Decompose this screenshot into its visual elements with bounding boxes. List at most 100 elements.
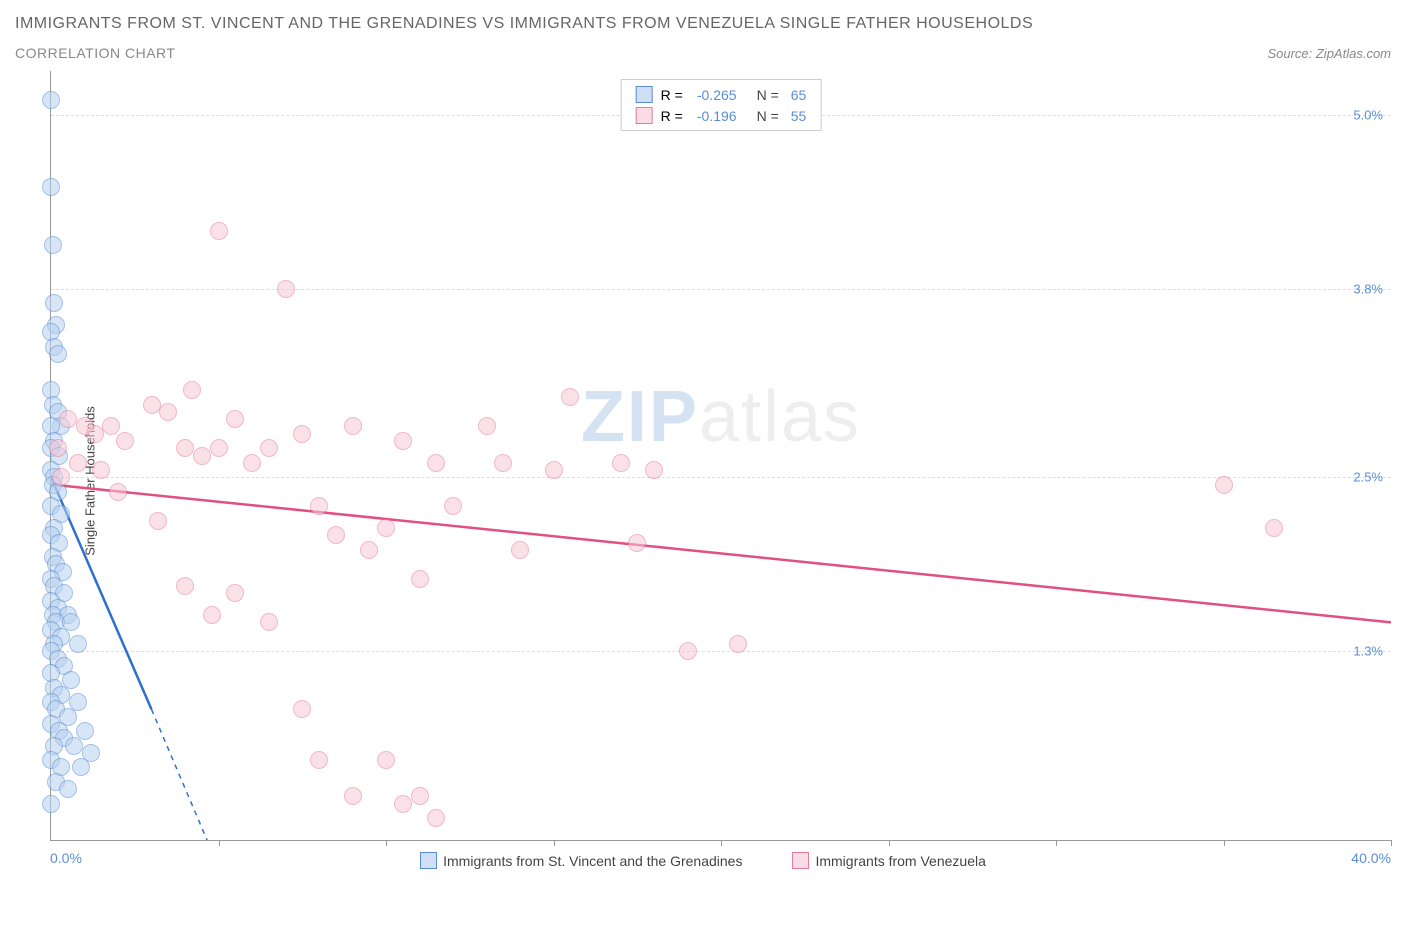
- legend-item-2: Immigrants from Venezuela: [792, 852, 985, 869]
- plot-area: ZIPatlas R = -0.265 N = 65 R = -0.196 N …: [50, 71, 1391, 841]
- x-tick-mark: [554, 840, 555, 846]
- y-tick-label: 5.0%: [1353, 107, 1383, 122]
- data-point: [65, 737, 83, 755]
- data-point: [344, 417, 362, 435]
- data-point: [444, 497, 462, 515]
- data-point: [277, 280, 295, 298]
- data-point: [411, 787, 429, 805]
- n-label-1: N =: [757, 87, 779, 103]
- data-point: [226, 584, 244, 602]
- r-value-2: -0.196: [697, 108, 737, 124]
- data-point: [92, 461, 110, 479]
- data-point: [59, 410, 77, 428]
- n-value-2: 55: [791, 108, 807, 124]
- correlation-row-2: R = -0.196 N = 55: [636, 105, 807, 126]
- watermark: ZIPatlas: [581, 376, 861, 458]
- r-label-2: R =: [661, 108, 683, 124]
- data-point: [210, 439, 228, 457]
- n-label-2: N =: [757, 108, 779, 124]
- data-point: [42, 795, 60, 813]
- chart-title: IMMIGRANTS FROM ST. VINCENT AND THE GREN…: [15, 15, 1391, 33]
- data-point: [394, 795, 412, 813]
- data-point: [149, 512, 167, 530]
- data-point: [310, 751, 328, 769]
- data-point: [628, 534, 646, 552]
- swatch-series-2: [636, 107, 653, 124]
- data-point: [203, 606, 221, 624]
- gridline: [51, 477, 1391, 478]
- data-point: [729, 635, 747, 653]
- data-point: [545, 461, 563, 479]
- data-point: [176, 577, 194, 595]
- data-point: [45, 294, 63, 312]
- data-point: [260, 613, 278, 631]
- data-point: [561, 388, 579, 406]
- data-point: [427, 454, 445, 472]
- data-point: [42, 91, 60, 109]
- data-point: [293, 425, 311, 443]
- data-point: [377, 519, 395, 537]
- data-point: [478, 417, 496, 435]
- y-tick-label: 3.8%: [1353, 281, 1383, 296]
- data-point: [143, 396, 161, 414]
- data-point: [494, 454, 512, 472]
- data-point: [193, 447, 211, 465]
- x-tick-mark: [1391, 840, 1392, 846]
- data-point: [116, 432, 134, 450]
- x-tick-mark: [721, 840, 722, 846]
- data-point: [86, 425, 104, 443]
- x-tick-mark: [386, 840, 387, 846]
- data-point: [411, 570, 429, 588]
- data-point: [310, 497, 328, 515]
- chart-subtitle: CORRELATION CHART: [15, 45, 175, 61]
- legend-item-1: Immigrants from St. Vincent and the Gren…: [420, 852, 742, 869]
- data-point: [69, 454, 87, 472]
- data-point: [293, 700, 311, 718]
- x-tick-mark: [1056, 840, 1057, 846]
- data-point: [226, 410, 244, 428]
- y-tick-label: 1.3%: [1353, 644, 1383, 659]
- x-tick-mark: [1224, 840, 1225, 846]
- data-point: [679, 642, 697, 660]
- watermark-zip: ZIP: [581, 377, 699, 457]
- data-point: [511, 541, 529, 559]
- data-point: [82, 744, 100, 762]
- legend-label-2: Immigrants from Venezuela: [815, 853, 985, 869]
- data-point: [1265, 519, 1283, 537]
- data-point: [360, 541, 378, 559]
- x-tick-mark: [889, 840, 890, 846]
- chart-container: Single Father Households ZIPatlas R = -0…: [15, 71, 1391, 891]
- data-point: [377, 751, 395, 769]
- data-point: [210, 222, 228, 240]
- data-point: [109, 483, 127, 501]
- r-label-1: R =: [661, 87, 683, 103]
- series-legend: Immigrants from St. Vincent and the Gren…: [15, 852, 1391, 869]
- data-point: [612, 454, 630, 472]
- swatch-series-1: [636, 86, 653, 103]
- n-value-1: 65: [791, 87, 807, 103]
- data-point: [52, 468, 70, 486]
- data-point: [69, 635, 87, 653]
- data-point: [102, 417, 120, 435]
- data-point: [1215, 476, 1233, 494]
- data-point: [394, 432, 412, 450]
- subtitle-row: CORRELATION CHART Source: ZipAtlas.com: [15, 45, 1391, 61]
- x-tick-mark: [219, 840, 220, 846]
- data-point: [243, 454, 261, 472]
- data-point: [327, 526, 345, 544]
- correlation-row-1: R = -0.265 N = 65: [636, 84, 807, 105]
- data-point: [183, 381, 201, 399]
- data-point: [59, 780, 77, 798]
- gridline: [51, 289, 1391, 290]
- data-point: [176, 439, 194, 457]
- correlation-legend: R = -0.265 N = 65 R = -0.196 N = 55: [621, 79, 822, 131]
- data-point: [49, 439, 67, 457]
- data-point: [49, 345, 67, 363]
- data-point: [645, 461, 663, 479]
- r-value-1: -0.265: [697, 87, 737, 103]
- data-point: [344, 787, 362, 805]
- data-point: [42, 178, 60, 196]
- legend-label-1: Immigrants from St. Vincent and the Gren…: [443, 853, 742, 869]
- legend-swatch-2: [792, 852, 809, 869]
- watermark-atlas: atlas: [699, 377, 861, 457]
